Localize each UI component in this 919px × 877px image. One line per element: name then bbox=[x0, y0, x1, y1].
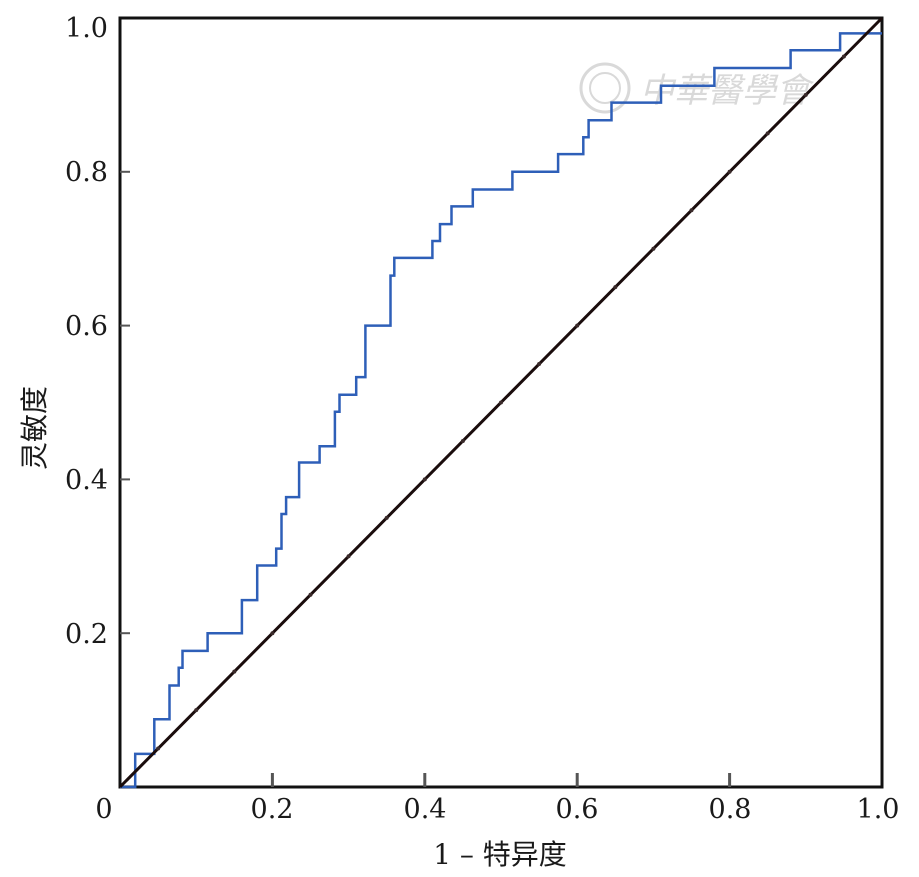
y-tick-label-0.8: 0.8 bbox=[65, 157, 108, 188]
diagonal-point bbox=[537, 362, 542, 367]
y-tick-label-0.2: 0.2 bbox=[65, 619, 108, 650]
x-tick-label-5: 1.0 bbox=[857, 794, 900, 825]
diagonal-point bbox=[308, 592, 313, 597]
y-tick-label-1.0: 1.0 bbox=[65, 13, 108, 44]
diagonal-point bbox=[841, 54, 846, 59]
diagonal-point bbox=[651, 246, 656, 251]
diagonal-point bbox=[499, 400, 503, 405]
watermark-seal-inner-icon bbox=[589, 72, 621, 104]
x-tick-label-2: 0.4 bbox=[404, 794, 447, 825]
diagonal-point bbox=[156, 746, 161, 751]
diagonal-point bbox=[613, 285, 618, 290]
diagonal-point bbox=[803, 92, 808, 97]
x-tick-labels: 0 0.2 0.4 0.6 0.8 1.0 bbox=[95, 794, 899, 825]
y-tick-label-0.6: 0.6 bbox=[65, 311, 108, 342]
y-axis-ticks bbox=[120, 170, 130, 635]
diagonal-point bbox=[689, 208, 694, 213]
x-tick-label-3: 0.6 bbox=[556, 794, 599, 825]
diagonal-point bbox=[346, 554, 351, 559]
diagonal-point bbox=[384, 515, 389, 520]
x-axis-title: 1 – 特异度 bbox=[433, 838, 567, 871]
diagonal-point bbox=[194, 708, 199, 713]
plot-frame bbox=[118, 16, 884, 789]
diagonal-point bbox=[270, 631, 275, 636]
watermark-text: 中華醫學會 bbox=[640, 71, 815, 111]
y-tick-labels: 0.2 0.4 0.6 0.8 1.0 bbox=[65, 13, 108, 650]
series-layer bbox=[118, 16, 884, 789]
y-axis-title: 灵敏度 bbox=[18, 386, 51, 470]
diagonal-point bbox=[422, 477, 427, 482]
x-tick-label-4: 0.8 bbox=[709, 794, 752, 825]
x-axis-ticks bbox=[270, 773, 732, 787]
watermark-seal-icon bbox=[579, 62, 631, 114]
diagonal-point bbox=[765, 131, 770, 136]
diagonal-point bbox=[575, 323, 580, 328]
diagonal-point bbox=[727, 169, 732, 174]
x-tick-label-1: 0.2 bbox=[251, 794, 294, 825]
watermark: 中華醫學會 bbox=[579, 62, 815, 114]
diagonal-point bbox=[460, 438, 465, 443]
roc-curve-line bbox=[120, 32, 882, 789]
y-tick-label-0.4: 0.4 bbox=[65, 465, 108, 496]
x-tick-label-0: 0 bbox=[95, 794, 112, 825]
diagonal-point bbox=[232, 669, 237, 674]
